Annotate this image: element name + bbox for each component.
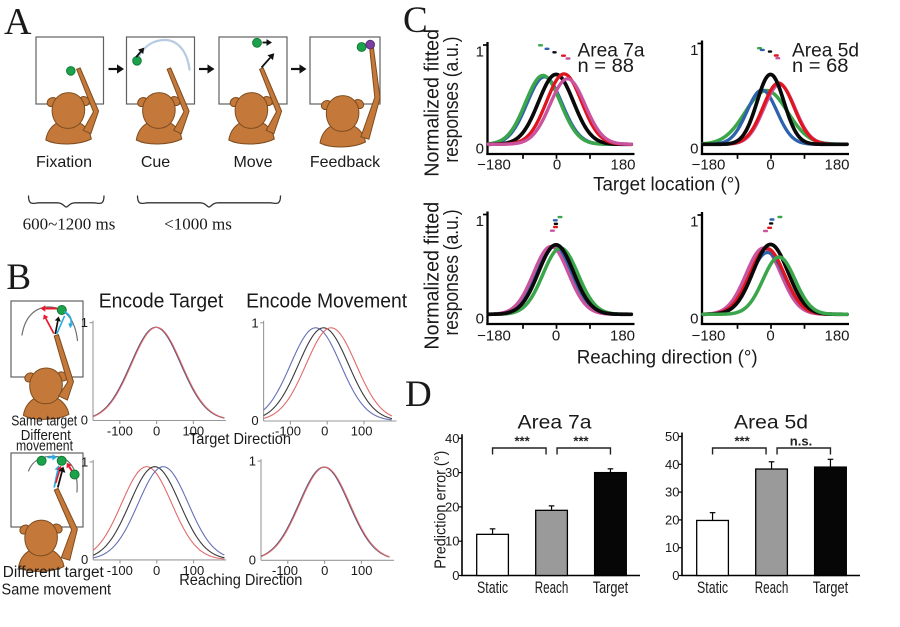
svg-text:1: 1 xyxy=(251,315,258,330)
svg-text:responses (a.u.): responses (a.u.) xyxy=(441,210,463,336)
svg-text:40: 40 xyxy=(445,431,459,446)
svg-text:0: 0 xyxy=(321,563,328,578)
svg-text:Cue: Cue xyxy=(141,154,170,171)
svg-text:0: 0 xyxy=(476,141,484,158)
svg-text:A: A xyxy=(4,1,32,43)
svg-text:0: 0 xyxy=(552,328,560,345)
svg-text:180: 180 xyxy=(824,157,849,174)
svg-text:Different target: Different target xyxy=(3,564,105,581)
svg-text:0: 0 xyxy=(153,424,160,439)
svg-text:Target location (°): Target location (°) xyxy=(593,175,740,196)
svg-text:movement: movement xyxy=(16,439,73,455)
svg-text:0: 0 xyxy=(672,568,679,583)
svg-text:1: 1 xyxy=(81,315,88,330)
svg-text:***: *** xyxy=(514,434,530,449)
svg-text:600~1200 ms: 600~1200 ms xyxy=(23,215,116,234)
svg-text:0: 0 xyxy=(766,157,774,174)
svg-text:180: 180 xyxy=(824,328,849,345)
svg-text:Area 7a: Area 7a xyxy=(518,412,592,434)
svg-text:n.s.: n.s. xyxy=(790,434,812,449)
svg-text:10: 10 xyxy=(665,540,679,555)
svg-text:100: 100 xyxy=(183,563,205,578)
svg-text:0: 0 xyxy=(81,413,88,428)
svg-text:100: 100 xyxy=(351,424,373,439)
svg-text:Fixation: Fixation xyxy=(36,154,92,171)
svg-text:Prediction error (°): Prediction error (°) xyxy=(433,451,450,569)
svg-text:1: 1 xyxy=(476,43,484,60)
svg-text:<1000 ms: <1000 ms xyxy=(164,215,232,234)
svg-text:Reaching direction (°): Reaching direction (°) xyxy=(577,347,758,369)
svg-text:Normalized fitted: Normalized fitted xyxy=(422,29,444,177)
svg-text:responses (a.u.): responses (a.u.) xyxy=(441,37,463,163)
svg-text:Encode Movement: Encode Movement xyxy=(246,290,407,313)
svg-text:-100: -100 xyxy=(275,424,301,439)
svg-text:-100: -100 xyxy=(107,424,133,439)
svg-text:0: 0 xyxy=(251,413,258,428)
svg-text:B: B xyxy=(6,257,31,298)
svg-text:Reach: Reach xyxy=(535,578,569,597)
svg-text:-100: -100 xyxy=(107,563,133,578)
svg-text:100: 100 xyxy=(182,424,204,439)
svg-text:40: 40 xyxy=(665,457,679,472)
svg-text:D: D xyxy=(405,374,432,415)
svg-text:Encode Target: Encode Target xyxy=(99,290,224,313)
svg-text:0: 0 xyxy=(81,552,88,567)
svg-text:1: 1 xyxy=(81,454,88,469)
svg-text:Feedback: Feedback xyxy=(310,154,381,171)
svg-text:Area 5d: Area 5d xyxy=(792,40,859,62)
svg-text:Area 7a: Area 7a xyxy=(578,40,645,62)
svg-text:−180: −180 xyxy=(477,157,511,174)
svg-text:***: *** xyxy=(573,434,589,449)
svg-text:180: 180 xyxy=(610,157,635,174)
svg-text:Reaching Direction: Reaching Direction xyxy=(179,572,302,589)
svg-text:180: 180 xyxy=(610,328,635,345)
svg-text:Area 5d: Area 5d xyxy=(734,412,808,434)
svg-text:Same movement: Same movement xyxy=(2,582,112,599)
svg-text:Same target: Same target xyxy=(11,414,77,430)
svg-text:30: 30 xyxy=(665,485,679,500)
svg-text:0: 0 xyxy=(690,141,698,158)
svg-text:30: 30 xyxy=(445,465,459,480)
svg-text:−180: −180 xyxy=(692,157,726,174)
svg-text:0: 0 xyxy=(476,311,484,328)
svg-text:100: 100 xyxy=(351,563,373,578)
svg-text:0: 0 xyxy=(553,157,561,174)
svg-text:−180: −180 xyxy=(692,328,726,345)
svg-text:50: 50 xyxy=(665,429,679,444)
svg-text:10: 10 xyxy=(445,534,459,549)
svg-text:1: 1 xyxy=(690,213,698,230)
svg-text:Target: Target xyxy=(813,578,849,597)
svg-text:1: 1 xyxy=(476,213,484,230)
svg-text:n = 88: n = 88 xyxy=(578,55,635,77)
svg-text:0: 0 xyxy=(452,568,459,583)
svg-text:-100: -100 xyxy=(272,563,298,578)
svg-text:Normalized fitted: Normalized fitted xyxy=(422,202,444,350)
svg-text:Reach: Reach xyxy=(755,578,789,597)
svg-text:0: 0 xyxy=(249,552,256,567)
svg-text:−180: −180 xyxy=(477,328,511,345)
svg-text:Static: Static xyxy=(697,578,728,597)
svg-text:C: C xyxy=(403,0,428,41)
svg-text:0: 0 xyxy=(766,328,774,345)
svg-text:20: 20 xyxy=(445,499,459,514)
svg-text:Target: Target xyxy=(593,578,629,597)
svg-text:***: *** xyxy=(734,434,750,449)
svg-text:0: 0 xyxy=(153,563,160,578)
svg-text:Target Direction: Target Direction xyxy=(189,431,291,448)
svg-text:Static: Static xyxy=(477,578,508,597)
svg-text:0: 0 xyxy=(690,311,698,328)
svg-text:1: 1 xyxy=(249,454,256,469)
svg-text:20: 20 xyxy=(665,512,679,527)
svg-text:Different: Different xyxy=(21,428,71,444)
svg-text:0: 0 xyxy=(321,424,328,439)
svg-text:Move: Move xyxy=(233,154,272,171)
svg-text:1: 1 xyxy=(690,42,698,59)
svg-text:n = 68: n = 68 xyxy=(792,55,849,77)
